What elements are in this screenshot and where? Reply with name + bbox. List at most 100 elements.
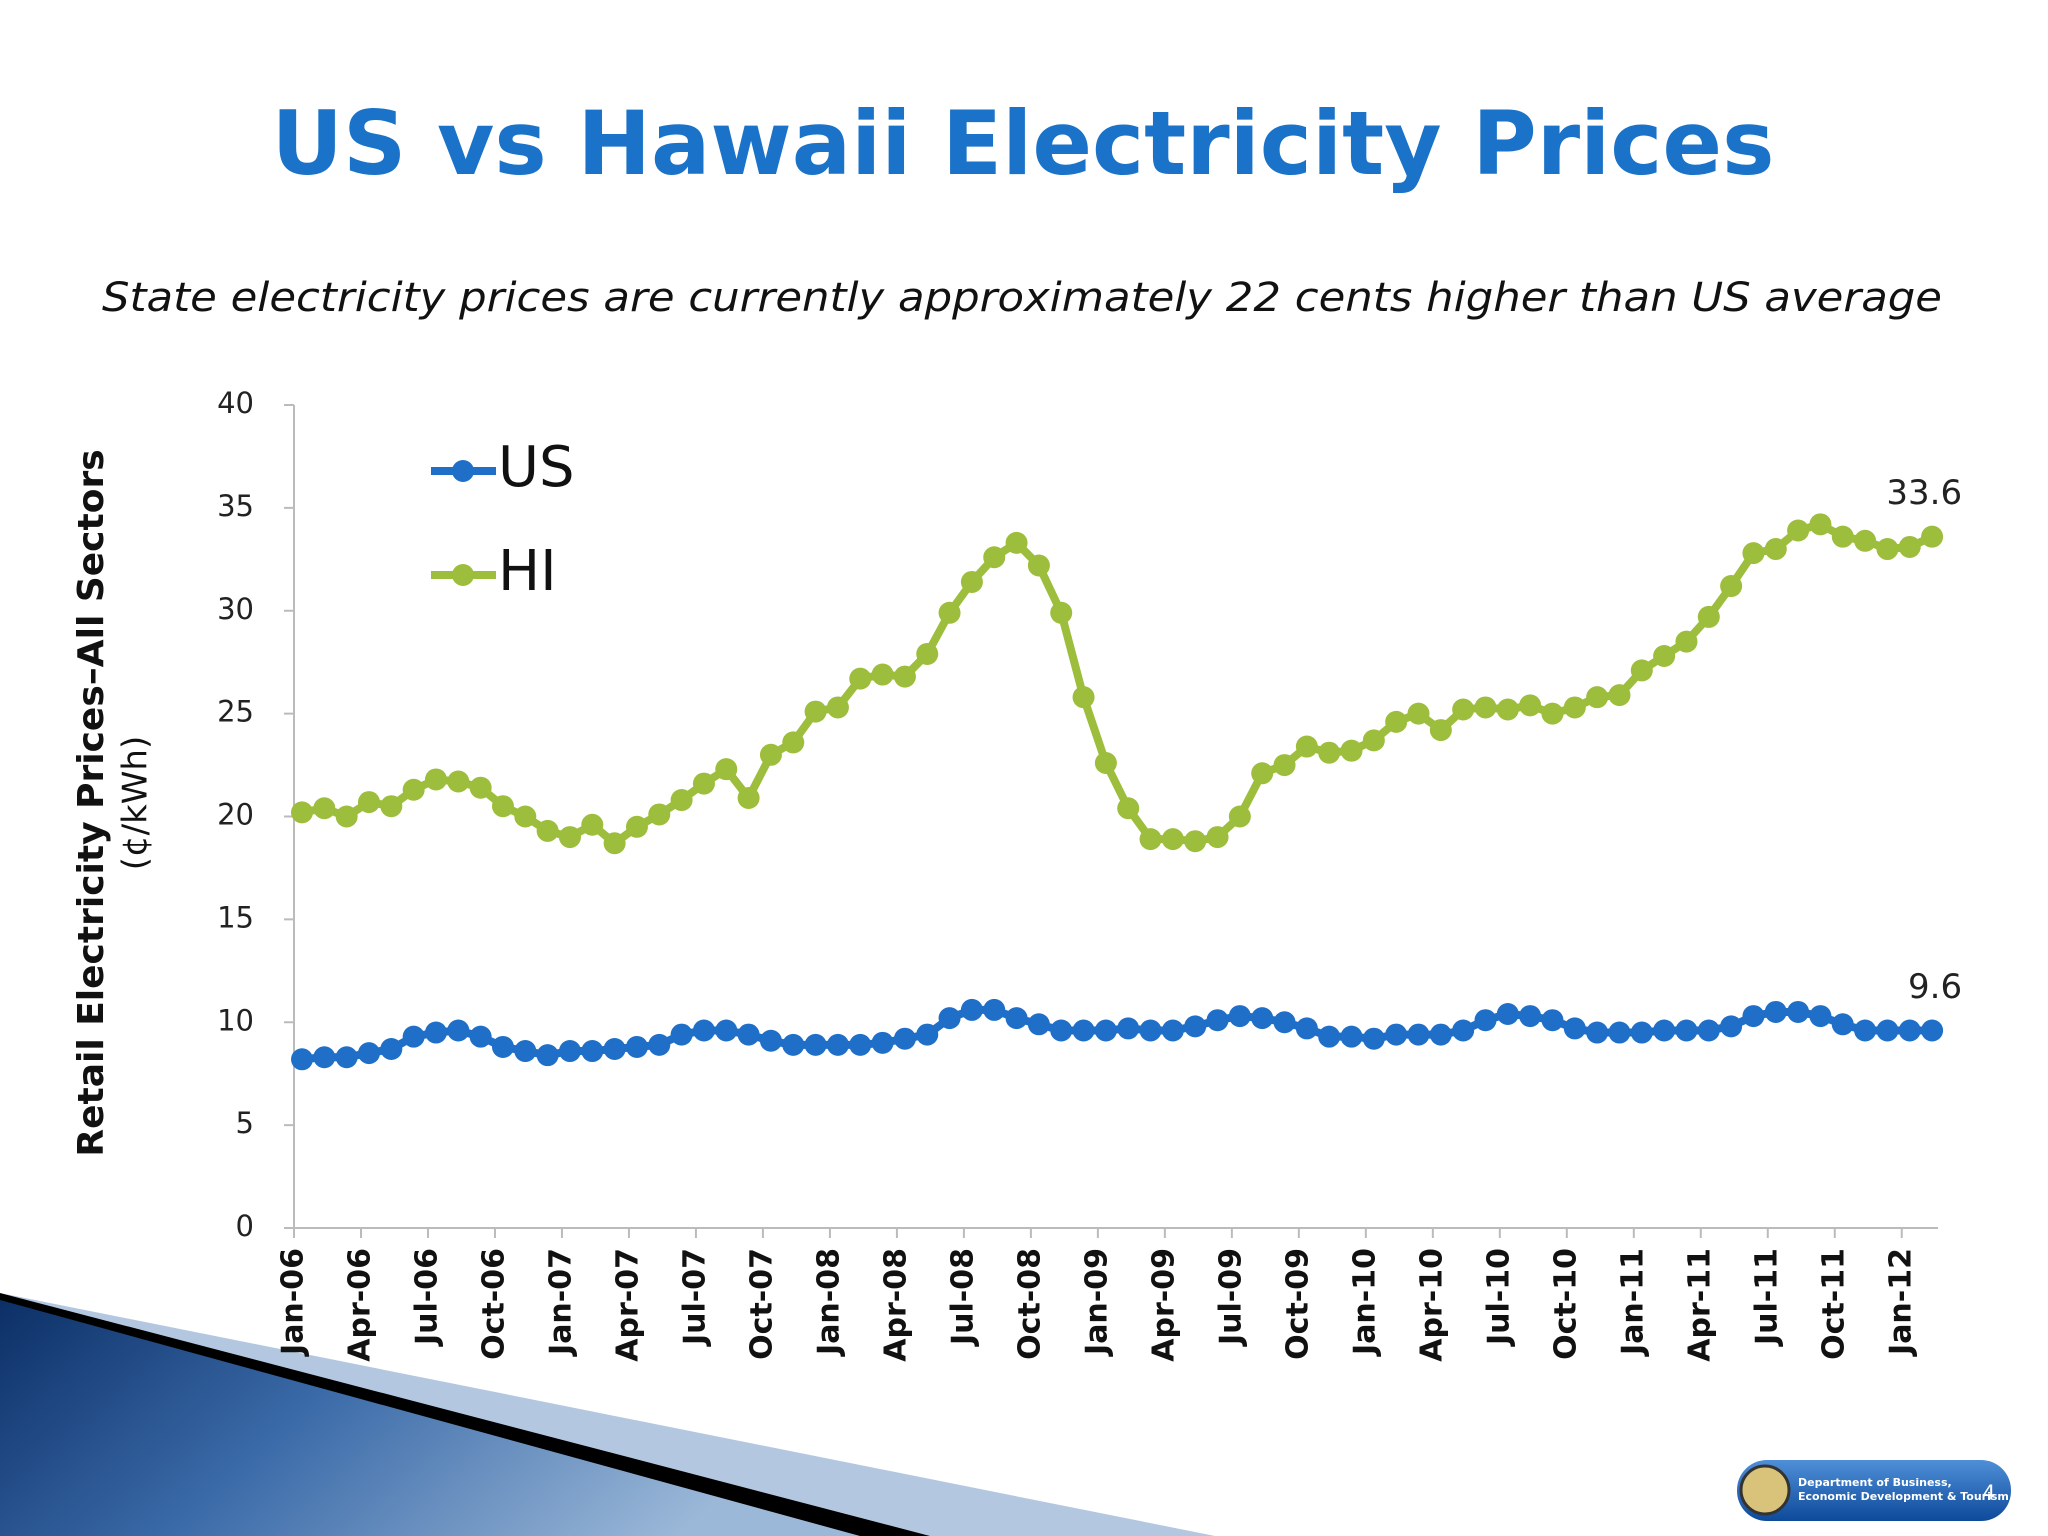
point (1474, 696, 1497, 719)
x-tick-label: Oct-08 (1012, 1248, 1047, 1360)
point (1295, 1017, 1318, 1040)
point (335, 1046, 358, 1069)
point (648, 1033, 671, 1056)
point (357, 1042, 380, 1065)
y-tick-label: 5 (236, 1106, 254, 1140)
point (1094, 752, 1117, 775)
x-tick-label: Apr-07 (610, 1248, 645, 1362)
point (1496, 698, 1519, 721)
y-tick-label: 0 (236, 1209, 254, 1243)
x-tick-label: Apr-08 (878, 1248, 913, 1362)
decor-wedge (0, 1300, 860, 1536)
point (1831, 525, 1854, 548)
point (1295, 735, 1318, 758)
point (1831, 1013, 1854, 1036)
point (1608, 1021, 1631, 1044)
point (469, 776, 492, 799)
point (1764, 1000, 1787, 1023)
x-tick-label: Apr-06 (342, 1248, 377, 1362)
point (1876, 1019, 1899, 1042)
point (916, 642, 939, 665)
legend-marker (452, 564, 474, 586)
chart-subtitle: State electricity prices are currently a… (102, 275, 1942, 321)
point (1496, 1003, 1519, 1026)
logo-text: Economic Development & Tourism (1798, 1490, 2009, 1503)
point (491, 1035, 514, 1058)
x-tick-label: Oct-10 (1548, 1248, 1583, 1360)
point (1407, 702, 1430, 725)
point (916, 1023, 939, 1046)
point (1787, 519, 1810, 542)
x-tick-label: Jan-09 (1079, 1248, 1114, 1357)
point (871, 663, 894, 686)
point (1184, 1015, 1207, 1038)
point (1452, 698, 1475, 721)
x-tick-label: Apr-11 (1682, 1248, 1717, 1362)
point (960, 570, 983, 593)
point (291, 1048, 313, 1071)
point (357, 791, 380, 814)
point (715, 1019, 738, 1042)
point (603, 1037, 626, 1060)
point (1742, 1005, 1765, 1028)
point (1653, 1019, 1676, 1042)
point (1429, 1023, 1452, 1046)
point (1206, 1009, 1229, 1032)
point (514, 805, 537, 828)
point (1586, 1021, 1609, 1044)
y-tick-label: 40 (217, 386, 254, 420)
x-tick-label: Jan-06 (276, 1248, 311, 1357)
point (1809, 1005, 1832, 1028)
point (1452, 1019, 1475, 1042)
point (1273, 754, 1296, 777)
point (1318, 1025, 1341, 1048)
legend-label: US (498, 435, 575, 500)
point (849, 667, 872, 690)
point (447, 770, 470, 793)
page-number: 4 (1983, 1481, 1996, 1505)
x-tick-label: Oct-09 (1280, 1248, 1315, 1360)
y-tick-label: 35 (217, 489, 254, 523)
point (782, 1033, 805, 1056)
x-tick-label: Jan-11 (1615, 1248, 1650, 1357)
point (335, 805, 358, 828)
x-tick-label: Jan-10 (1347, 1248, 1382, 1357)
point (1563, 696, 1586, 719)
point (1385, 1023, 1408, 1046)
point (1206, 826, 1229, 849)
point (1251, 1007, 1274, 1030)
point (1921, 525, 1944, 548)
point (1050, 1019, 1073, 1042)
point (648, 803, 671, 826)
point (1697, 605, 1720, 628)
point (1117, 797, 1140, 820)
point (1519, 694, 1542, 717)
y-tick-label: 15 (217, 900, 254, 934)
data-label: 33.6 (1886, 473, 1962, 513)
data-label: 9.6 (1908, 967, 1962, 1007)
point (536, 819, 559, 842)
point (893, 665, 916, 688)
point (1764, 538, 1787, 561)
point (1742, 542, 1765, 565)
point (625, 1035, 648, 1058)
point (1228, 805, 1251, 828)
point (1362, 1027, 1385, 1050)
point (670, 789, 693, 812)
point (1273, 1011, 1296, 1034)
point (1161, 828, 1184, 851)
point (1117, 1017, 1140, 1040)
point (826, 1033, 849, 1056)
point (469, 1025, 492, 1048)
point (424, 1021, 447, 1044)
point (1809, 513, 1832, 536)
point (1340, 1025, 1363, 1048)
point (1251, 762, 1274, 785)
point (1318, 741, 1341, 764)
point (1340, 739, 1363, 762)
point (1407, 1023, 1430, 1046)
point (402, 778, 425, 801)
point (1139, 1019, 1162, 1042)
